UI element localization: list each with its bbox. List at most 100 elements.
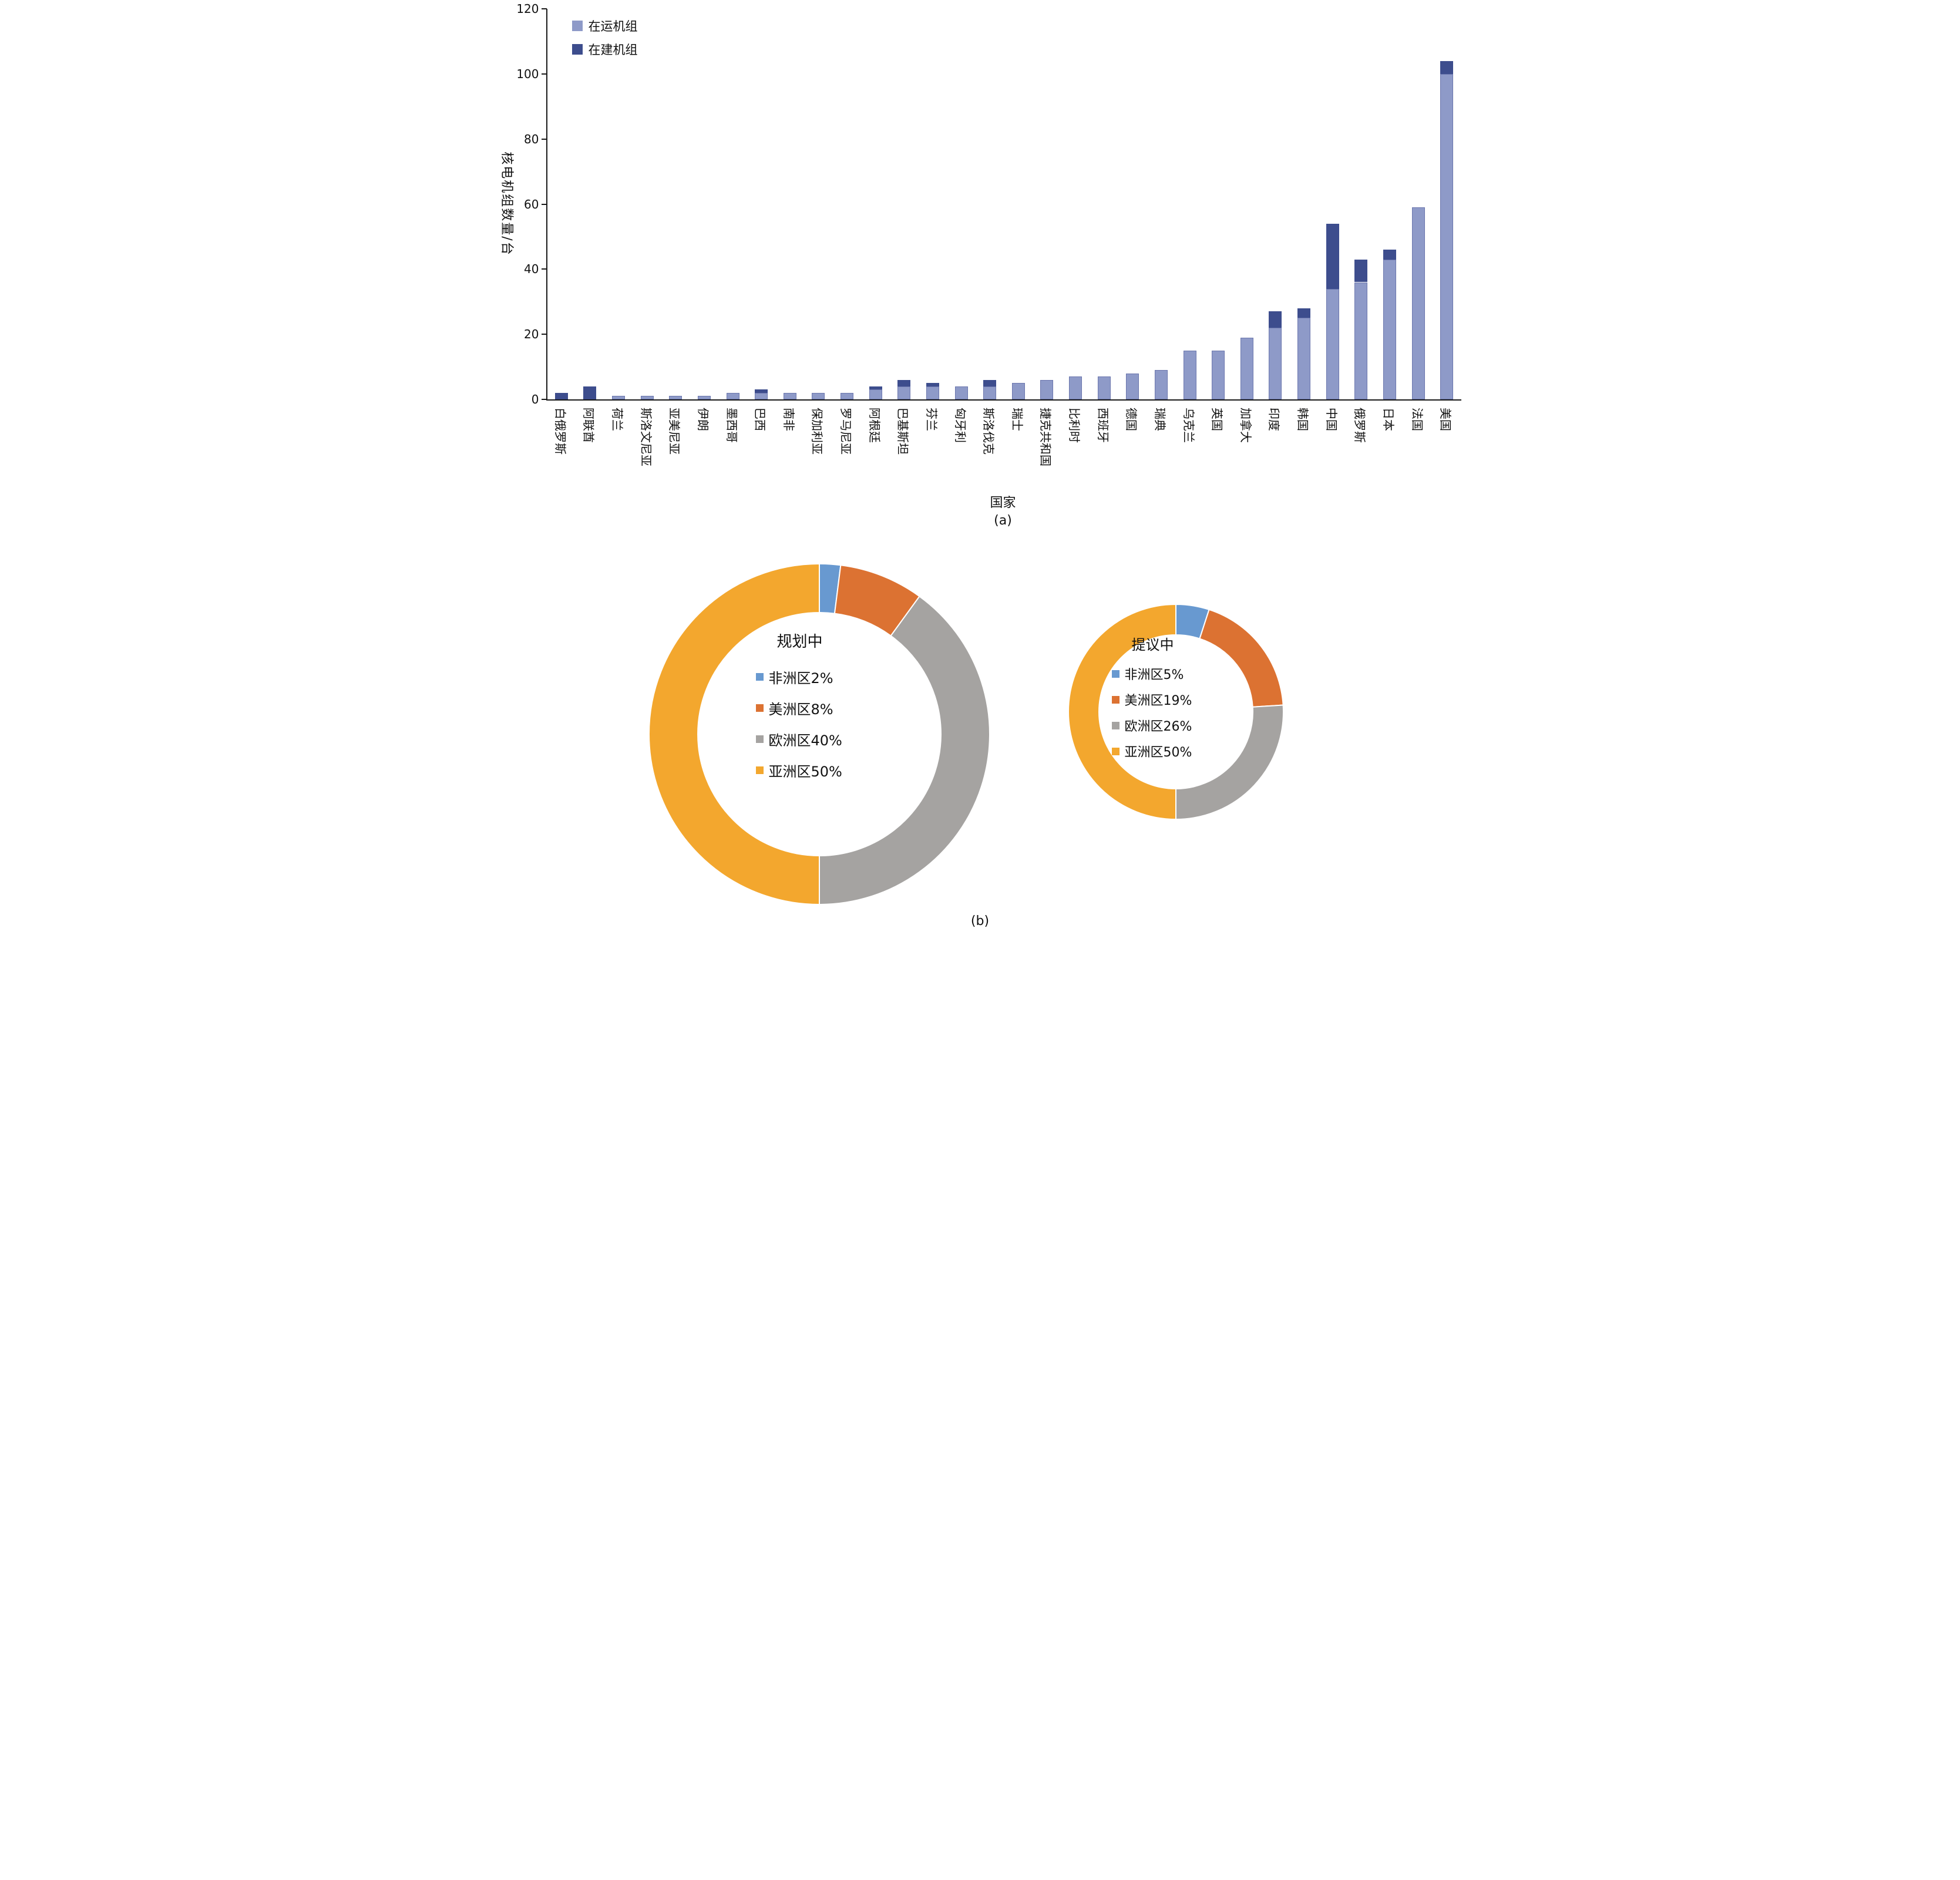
donut-legend-item: 非洲区5% bbox=[1111, 664, 1253, 683]
legend-label: 在运机组 bbox=[588, 19, 638, 33]
legend-item: 在建机组 bbox=[571, 41, 638, 58]
bar-operating-segment bbox=[783, 392, 796, 399]
bar-operating-segment bbox=[1240, 337, 1253, 399]
bar-operating-segment bbox=[1069, 376, 1082, 399]
bar-operating-segment bbox=[841, 392, 854, 399]
bar-construction-segment bbox=[583, 386, 597, 399]
x-tick-label: 西班牙 bbox=[1095, 408, 1110, 443]
x-tick-label: 捷克共和国 bbox=[1038, 408, 1053, 466]
donut-legend-label: 非洲区2% bbox=[768, 670, 833, 687]
panel-a-label: (a) bbox=[994, 513, 1012, 528]
donut-legend-label: 亚洲区50% bbox=[1124, 745, 1192, 760]
legend-item: 在运机组 bbox=[571, 17, 638, 35]
legend-swatch-icon bbox=[571, 44, 583, 55]
donut-planned-legend: 非洲区2% 美洲区8% 欧洲区40% 亚洲区50% bbox=[755, 667, 907, 781]
y-tick-mark bbox=[541, 268, 547, 270]
y-tick-mark bbox=[541, 8, 547, 9]
bar-operating-segment bbox=[1040, 379, 1054, 399]
x-tick-label: 瑞士 bbox=[1010, 408, 1024, 431]
bar-operating-segment bbox=[869, 389, 882, 399]
figure: 核电机组数量/台 在运机组 在建机组 0 20 40 60 80 100 120 白俄罗斯 阿联… bbox=[490, 0, 1470, 940]
bar-operating-segment bbox=[1354, 282, 1368, 399]
x-axis-title: 国家 bbox=[990, 496, 1016, 510]
x-tick-label: 伊朗 bbox=[695, 408, 710, 431]
y-tick-label: 100 bbox=[516, 66, 539, 81]
donut-planned-title: 规划中 bbox=[776, 633, 823, 651]
bar-construction-segment bbox=[983, 379, 997, 386]
x-tick-label: 德国 bbox=[1124, 408, 1139, 431]
x-tick-label: 墨西哥 bbox=[724, 408, 739, 443]
bar-legend: 在运机组 在建机组 bbox=[571, 17, 638, 64]
donut-legend-label: 美洲区19% bbox=[1124, 694, 1192, 708]
bar-construction-segment bbox=[1383, 250, 1396, 260]
bar-operating-segment bbox=[640, 396, 654, 399]
legend-swatch-icon bbox=[755, 766, 764, 774]
x-tick-label: 俄罗斯 bbox=[1353, 408, 1367, 443]
bar-operating-segment bbox=[669, 396, 683, 399]
bar-operating-segment bbox=[1440, 73, 1454, 399]
panel-b-label: (b) bbox=[970, 914, 990, 929]
legend-swatch-icon bbox=[571, 21, 583, 31]
bar-operating-segment bbox=[755, 392, 768, 399]
bar-construction-segment bbox=[1440, 60, 1454, 74]
donut-chart-planned bbox=[648, 563, 990, 906]
legend-swatch-icon bbox=[755, 673, 764, 681]
legend-swatch-icon bbox=[1111, 747, 1119, 755]
bar-operating-segment bbox=[1269, 328, 1282, 399]
bar-operating-segment bbox=[926, 386, 939, 399]
y-tick-label: 120 bbox=[516, 2, 539, 16]
x-tick-label: 中国 bbox=[1324, 408, 1339, 431]
x-tick-label: 韩国 bbox=[1296, 408, 1310, 431]
donut-chart-proposed bbox=[1067, 603, 1284, 820]
legend-swatch-icon bbox=[1111, 670, 1119, 678]
x-tick-label: 斯洛伐克 bbox=[981, 408, 996, 455]
y-tick-label: 40 bbox=[524, 262, 539, 277]
bar-operating-segment bbox=[1154, 370, 1168, 399]
x-tick-label: 匈牙利 bbox=[953, 408, 967, 443]
legend-swatch-icon bbox=[1111, 721, 1119, 729]
x-tick-label: 瑞典 bbox=[1152, 408, 1167, 431]
y-tick-label: 0 bbox=[531, 392, 539, 406]
donut-proposed-legend: 非洲区5% 美洲区19% 欧洲区26% 亚洲区50% bbox=[1111, 664, 1253, 761]
bar-operating-segment bbox=[954, 386, 968, 399]
bar-operating-segment bbox=[897, 386, 911, 399]
bar-operating-segment bbox=[726, 392, 739, 399]
legend-label: 在建机组 bbox=[588, 43, 638, 57]
x-tick-label: 加拿大 bbox=[1238, 408, 1253, 443]
donut-slice-2 bbox=[818, 595, 990, 906]
bar-construction-segment bbox=[1269, 311, 1282, 328]
donut-legend-item: 亚洲区50% bbox=[755, 760, 907, 781]
bar-operating-segment bbox=[697, 396, 711, 399]
bar-operating-segment bbox=[1411, 207, 1425, 399]
bar-operating-segment bbox=[983, 386, 997, 399]
bar-plot: 在运机组 在建机组 0 20 40 60 80 100 120 bbox=[516, 2, 1461, 406]
x-tick-label: 巴基斯坦 bbox=[896, 408, 910, 455]
donut-legend-label: 欧洲区40% bbox=[768, 732, 842, 749]
bar-operating-segment bbox=[1212, 350, 1225, 399]
x-axis-labels: 白俄罗斯 阿联酋 荷兰 斯洛文尼亚 亚美尼亚 伊朗 墨西哥 巴西 南非 保加利亚 罗马尼亚 阿根廷 巴基… bbox=[546, 402, 1460, 490]
bar-operating-segment bbox=[1011, 383, 1025, 399]
donut-legend-label: 亚洲区50% bbox=[768, 764, 842, 780]
bar-operating-segment bbox=[612, 396, 626, 399]
x-tick-label: 斯洛文尼亚 bbox=[638, 408, 653, 466]
x-tick-label: 法国 bbox=[1410, 408, 1424, 431]
donut-proposed-title: 提议中 bbox=[1131, 637, 1174, 653]
donut-legend-item: 欧洲区26% bbox=[1111, 716, 1253, 735]
y-tick-mark bbox=[541, 138, 547, 140]
donut-legend-label: 非洲区5% bbox=[1124, 668, 1184, 682]
x-tick-label: 白俄罗斯 bbox=[553, 408, 567, 455]
x-tick-label: 印度 bbox=[1267, 408, 1282, 431]
bar-operating-segment bbox=[1097, 376, 1111, 399]
x-tick-label: 荷兰 bbox=[610, 408, 625, 431]
donut-legend-item: 美洲区8% bbox=[755, 698, 907, 718]
bar-operating-segment bbox=[1183, 350, 1196, 399]
x-tick-label: 日本 bbox=[1381, 408, 1396, 431]
x-tick-label: 巴西 bbox=[753, 408, 768, 431]
x-tick-label: 保加利亚 bbox=[810, 408, 825, 455]
donut-legend-item: 美洲区19% bbox=[1111, 690, 1253, 709]
x-tick-label: 亚美尼亚 bbox=[667, 408, 682, 455]
bar-construction-segment bbox=[1326, 223, 1339, 289]
y-axis-title: 核电机组数量/台 bbox=[499, 152, 514, 256]
bar-construction-segment bbox=[1354, 259, 1368, 282]
donut-legend-item: 欧洲区40% bbox=[755, 729, 907, 749]
